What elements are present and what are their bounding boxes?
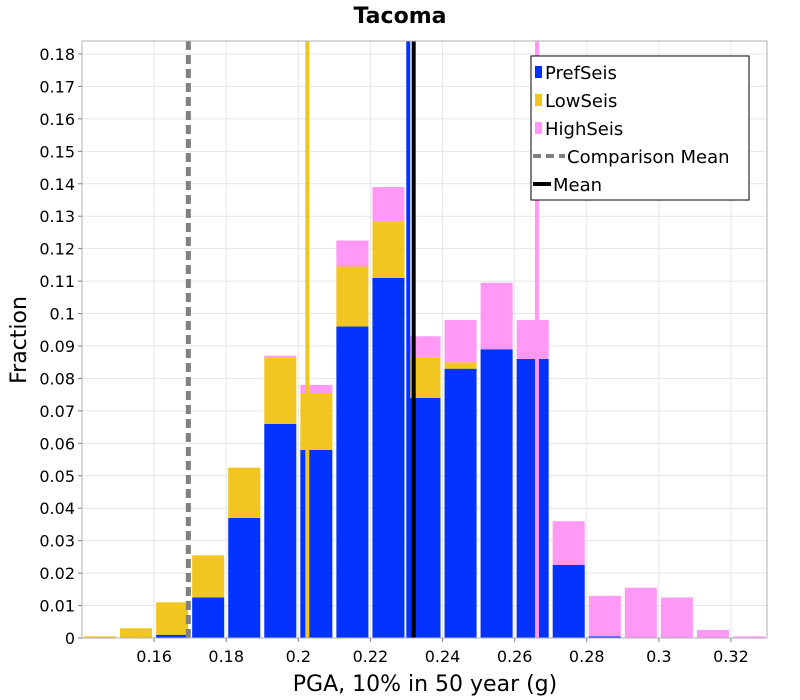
- bar-prefseis: [552, 564, 585, 638]
- bar-prefseis: [588, 636, 621, 638]
- legend-label-prefseis: PrefSeis: [545, 63, 617, 84]
- bar-lowseis: [156, 602, 189, 635]
- bar-prefseis: [480, 349, 513, 638]
- x-tick-label: 0.26: [497, 647, 533, 666]
- bar-highseis: [300, 384, 333, 394]
- bar-lowseis: [228, 467, 261, 518]
- bar-highseis: [336, 240, 369, 267]
- plot-frame: [81, 40, 768, 639]
- legend-label-lowseis: LowSeis: [545, 91, 617, 112]
- bar-lowseis: [444, 362, 477, 369]
- x-tick-label: 0.3: [646, 647, 671, 666]
- y-tick-label: 0.04: [39, 499, 75, 518]
- legend-label-highseis: HighSeis: [545, 119, 623, 140]
- legend-box: [530, 55, 750, 201]
- y-tick-label: 0: [65, 629, 75, 648]
- bar-lowseis: [336, 266, 369, 327]
- bar-lowseis: [84, 636, 117, 638]
- bar-prefseis: [444, 368, 477, 638]
- legend-label-mean: Mean: [553, 175, 602, 196]
- legend-swatch-highseis: [535, 122, 542, 134]
- legend-swatch-prefseis: [535, 66, 542, 78]
- bar-highseis: [660, 597, 693, 638]
- bar-highseis: [552, 521, 585, 565]
- x-axis: 0.16 0.18 0.2 0.22 0.24 0.26 0.28 0.3 0.32: [136, 638, 749, 666]
- bar-highseis: [732, 636, 765, 638]
- bar-prefseis: [228, 517, 261, 638]
- bar-highseis: [624, 587, 657, 638]
- bar-prefseis: [264, 423, 297, 638]
- bar-prefseis: [336, 326, 369, 638]
- bar-highseis: [480, 282, 513, 350]
- legend: PrefSeis LowSeis HighSeis Comparison Mean Me…: [530, 55, 750, 201]
- bar-highseis: [588, 595, 621, 637]
- y-axis: 0 0.01 0.02 0.03 0.04 0.05 0.06 0.07 0.08 0.09 0.1…: [39, 45, 82, 648]
- x-tick-label: 0.32: [713, 647, 749, 666]
- y-tick-label: 0.02: [39, 564, 75, 583]
- x-tick-label: 0.28: [569, 647, 605, 666]
- bar-prefseis: [372, 277, 405, 638]
- x-axis-title: PGA, 10% in 50 year (g): [293, 672, 557, 697]
- y-tick-label: 0.07: [39, 402, 75, 421]
- x-tick-label: 0.16: [136, 647, 172, 666]
- bar-lowseis: [300, 393, 333, 450]
- bar-prefseis: [192, 597, 225, 638]
- y-tick-label: 0.12: [39, 240, 75, 259]
- legend-label-comparison-mean: Comparison Mean: [567, 147, 730, 168]
- y-tick-label: 0.18: [39, 45, 75, 64]
- x-tick-label: 0.22: [353, 647, 389, 666]
- bar-lowseis: [192, 555, 225, 598]
- y-tick-label: 0.17: [39, 77, 75, 96]
- y-tick-label: 0.1: [50, 305, 75, 324]
- y-tick-label: 0.01: [39, 597, 75, 616]
- bar-lowseis: [120, 628, 153, 638]
- bar-highseis: [444, 320, 477, 363]
- y-tick-label: 0.11: [39, 272, 75, 291]
- y-tick-label: 0.16: [39, 110, 75, 129]
- bar-highseis: [408, 336, 441, 358]
- y-tick-label: 0.13: [39, 207, 75, 226]
- grid: [82, 41, 767, 639]
- x-tick-label: 0.24: [425, 647, 461, 666]
- bar-highseis: [264, 355, 297, 358]
- chart-title: Tacoma: [354, 4, 447, 29]
- bar-prefseis: [300, 449, 333, 638]
- y-tick-label: 0.05: [39, 467, 75, 486]
- y-tick-label: 0.06: [39, 434, 75, 453]
- bar-highseis: [516, 320, 549, 359]
- y-tick-label: 0.09: [39, 337, 75, 356]
- y-tick-label: 0.03: [39, 532, 75, 551]
- bar-highseis: [696, 629, 729, 638]
- x-tick-label: 0.2: [286, 647, 311, 666]
- bar-prefseis: [156, 634, 189, 638]
- legend-swatch-lowseis: [535, 94, 542, 106]
- bar-prefseis: [516, 358, 549, 638]
- y-tick-label: 0.14: [39, 175, 75, 194]
- y-tick-label: 0.15: [39, 142, 75, 161]
- bar-highseis: [372, 187, 405, 222]
- y-axis-title: Fraction: [7, 296, 32, 384]
- bar-lowseis: [264, 357, 297, 424]
- bar-lowseis: [372, 221, 405, 278]
- x-tick-label: 0.18: [208, 647, 244, 666]
- y-tick-label: 0.08: [39, 369, 75, 388]
